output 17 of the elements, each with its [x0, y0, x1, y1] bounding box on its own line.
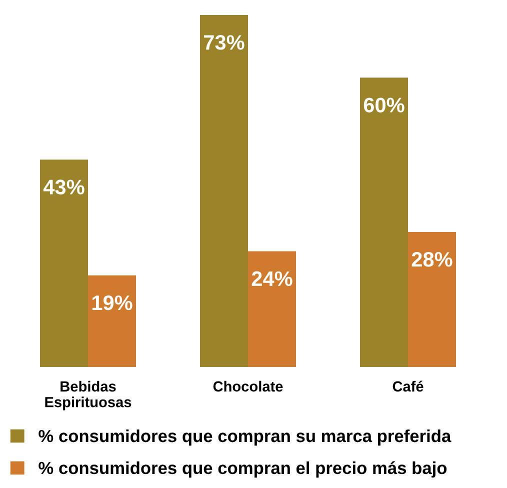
data-label: 43%: [43, 180, 84, 194]
data-label: 24%: [252, 271, 292, 286]
data-label: 73%: [204, 35, 244, 50]
legend-label: % consumidores que compran su marca preferida: [38, 429, 452, 446]
x-tick-label: Café: [392, 380, 424, 392]
data-label: 60%: [364, 98, 404, 112]
bar: [88, 275, 136, 367]
bar: [408, 232, 456, 367]
legend-label: % consumidores que compran el precio más bajo: [38, 461, 447, 478]
bar: [360, 78, 408, 367]
bar: [200, 15, 248, 367]
data-label: 19%: [92, 295, 132, 310]
data-label: 28%: [412, 252, 452, 267]
x-tick-label: Bebidas Espirituosas: [45, 380, 132, 410]
x-tick-label: Chocolate: [213, 380, 283, 392]
bar: [248, 251, 296, 367]
bar: [40, 160, 88, 367]
